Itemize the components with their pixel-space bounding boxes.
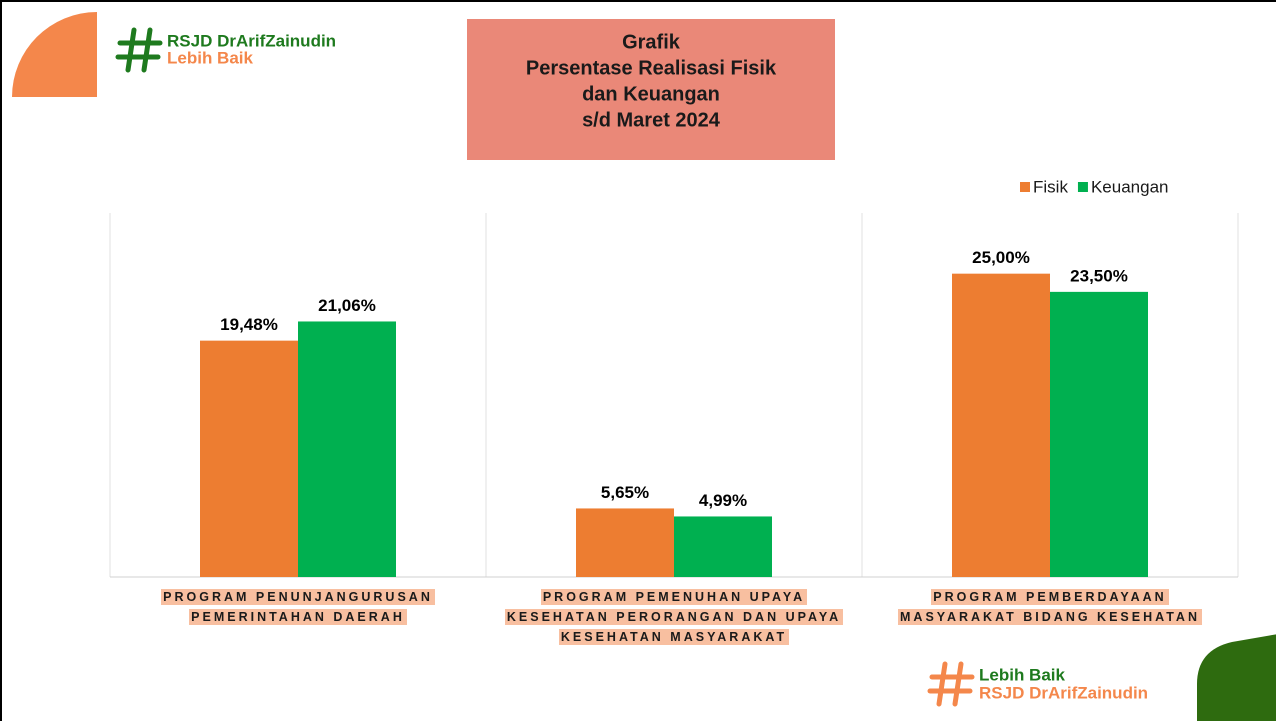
chart-title: Grafik	[622, 31, 681, 53]
bar	[952, 273, 1050, 577]
bar	[298, 321, 396, 577]
category-text: PROGRAM PEMBERDAYAAN MASYARAKAT BIDANG K…	[898, 589, 1202, 625]
hash-icon	[115, 27, 163, 73]
data-label: 25,00%	[972, 248, 1030, 267]
corner-decoration	[12, 12, 97, 97]
bar	[576, 508, 674, 577]
title-box	[467, 19, 835, 160]
chart-title: Persentase Realisasi Fisik	[526, 57, 777, 79]
hash-icon	[927, 661, 975, 707]
category-text: PROGRAM PENUNJANGURUSAN PEMERINTAHAN DAE…	[161, 589, 435, 625]
category-label: PROGRAM PEMBERDAYAAN MASYARAKAT BIDANG K…	[885, 587, 1215, 627]
logo-tagline: Lebih Baik	[167, 48, 254, 67]
legend-label: Keuangan	[1091, 177, 1169, 196]
logo-tagline: Lebih Baik	[979, 665, 1066, 684]
corner-decoration	[1197, 634, 1276, 721]
category-text: PROGRAM PEMENUHAN UPAYA KESEHATAN PERORA…	[504, 589, 844, 645]
legend-swatch	[1020, 182, 1030, 192]
data-label: 4,99%	[699, 491, 747, 510]
category-label: PROGRAM PEMENUHAN UPAYA KESEHATAN PERORA…	[491, 587, 857, 647]
data-label: 5,65%	[601, 483, 649, 502]
logo-name: RSJD DrArifZainudin	[979, 683, 1148, 702]
data-label: 19,48%	[220, 315, 278, 334]
legend-label: Fisik	[1033, 177, 1068, 196]
bar	[674, 516, 772, 577]
bar	[1050, 291, 1148, 577]
data-label: 23,50%	[1070, 266, 1128, 285]
chart-title: s/d Maret 2024	[582, 109, 721, 131]
category-label: PROGRAM PENUNJANGURUSAN PEMERINTAHAN DAE…	[148, 587, 448, 627]
legend-swatch	[1077, 182, 1088, 192]
data-label: 21,06%	[318, 296, 376, 315]
bar	[200, 340, 298, 577]
logo-name: RSJD DrArifZainudin	[167, 31, 336, 50]
chart-title: dan Keuangan	[582, 83, 720, 105]
